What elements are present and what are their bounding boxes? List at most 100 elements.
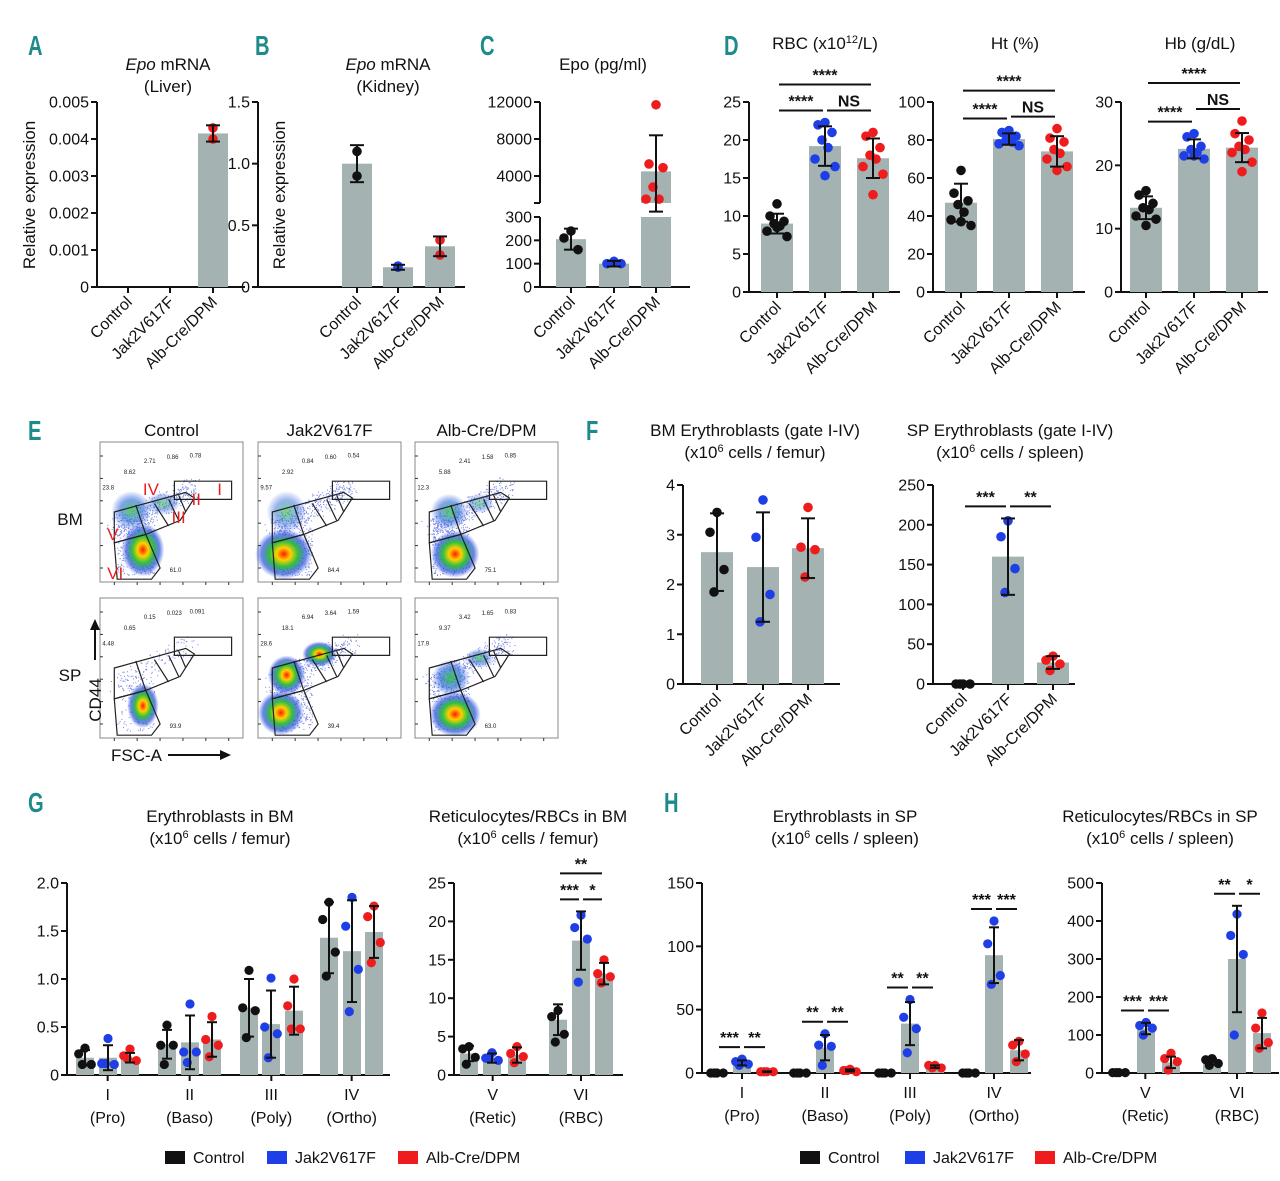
- data-point: [814, 1040, 824, 1050]
- significance-label: ****: [997, 74, 1023, 91]
- data-point: [861, 131, 871, 141]
- gate-i: [173, 636, 233, 657]
- y-tick-label: 2: [666, 577, 675, 594]
- chart-h2: 0 100 200 300 400 500 Reticulocytes/RBCs in SP…: [1062, 807, 1279, 1125]
- gate-percentage: 39.4: [328, 724, 340, 730]
- y-tick-label: 0.005: [49, 95, 89, 112]
- data-point: [266, 973, 276, 983]
- chart-subtitle: (x106 cells / spleen): [936, 443, 1084, 462]
- data-point: [644, 159, 654, 169]
- gate-label: I: [217, 480, 222, 499]
- y-tick-label: 100: [898, 95, 925, 112]
- data-point: [1247, 157, 1257, 167]
- chart-subtitle: (x106 cells / spleen): [771, 829, 919, 848]
- x-category-label: VI: [573, 1087, 588, 1104]
- x-category-sublabel: (Pro): [724, 1108, 760, 1125]
- data-point: [801, 1068, 811, 1078]
- x-category-label: Control: [920, 299, 968, 347]
- data-point: [1059, 137, 1069, 147]
- y-tick-label: 8000: [496, 131, 532, 148]
- data-point: [826, 1041, 836, 1051]
- y-tick-label: 300: [505, 210, 532, 227]
- chart-title-part: BM Erythroblasts (gate I-IV): [650, 421, 860, 440]
- chart-title-part: Erythroblasts in SP: [773, 807, 918, 826]
- gate-percentage: 93.9: [170, 724, 182, 730]
- y-tick-label: 150: [898, 557, 925, 574]
- chart-title: BM Erythroblasts (gate I-IV): [650, 421, 860, 440]
- data-point: [125, 1044, 135, 1054]
- data-point: [743, 1059, 753, 1069]
- data-point: [86, 1059, 96, 1070]
- gate-divider: [153, 659, 170, 683]
- data-point: [719, 564, 729, 575]
- y-tick-label: 0: [666, 677, 675, 694]
- y-tick-label: 1.5: [37, 924, 59, 941]
- gate-percentage: 0.091: [190, 609, 206, 615]
- legend-swatch: [800, 1151, 820, 1164]
- gate-percentage: 1.59: [348, 609, 360, 615]
- gate-percentage: 2.41: [459, 459, 471, 465]
- density-cluster: [255, 528, 313, 580]
- gate-percentage: 28.6: [260, 642, 272, 648]
- data-point: [1052, 123, 1062, 134]
- gate-divider: [178, 494, 187, 513]
- legend-swatch: [1035, 1151, 1055, 1164]
- gate-divider: [311, 659, 328, 683]
- data-point: [658, 162, 668, 173]
- bar: [599, 263, 629, 287]
- significance-label: NS: [1207, 92, 1230, 109]
- density-cluster: [430, 493, 468, 531]
- x-category-sublabel: (Poly): [250, 1110, 292, 1127]
- bar: [240, 1007, 258, 1075]
- data-point: [518, 1051, 528, 1062]
- data-point: [547, 1012, 557, 1022]
- gate-percentage: 1.58: [482, 455, 494, 461]
- data-point: [758, 495, 768, 505]
- chart-title-part: 12: [846, 34, 858, 46]
- data-point: [1244, 135, 1254, 145]
- data-point: [827, 127, 837, 138]
- y-tick-label: 25: [723, 95, 741, 112]
- flow-plot-sp-0: 0.15 0.023 0.091 0.65 4.48 93.9: [99, 597, 244, 741]
- data-point: [605, 972, 615, 982]
- data-point: [162, 1020, 172, 1030]
- y-tick-label: 150: [667, 876, 694, 893]
- scatter-events: [264, 481, 358, 576]
- data-point: [842, 1065, 852, 1076]
- gate-percentage: 1.65: [482, 611, 494, 617]
- y-tick-label: 5: [437, 1029, 446, 1046]
- data-point: [272, 1029, 282, 1039]
- bar: [383, 267, 413, 287]
- data-point: [1263, 1038, 1273, 1048]
- data-point: [1120, 1068, 1130, 1078]
- gate-percentage: 0.60: [325, 455, 337, 461]
- chart-subtitle: (Kidney): [356, 77, 419, 96]
- y-tick-label: 0: [732, 285, 741, 302]
- y-tick-label: 2.0: [37, 876, 59, 893]
- data-point: [550, 1037, 560, 1047]
- y-tick-label: 200: [1067, 990, 1094, 1007]
- gate-divider: [468, 503, 485, 527]
- gate-divider: [468, 659, 485, 683]
- flow-plot-sp-1: 6.94 3.64 1.59 18.1 28.6 39.4: [257, 597, 402, 741]
- data-point: [244, 965, 254, 975]
- data-point: [772, 199, 782, 209]
- y-tick-label: 80: [907, 133, 925, 150]
- y-tick-label: 30: [1095, 95, 1113, 112]
- chart-f1: 0 1 2 3 4 BM Erythroblasts (gate I-IV) (x106 c…: [650, 421, 860, 769]
- data-point: [1237, 116, 1247, 126]
- significance-label: NS: [1022, 100, 1045, 117]
- data-point: [1213, 1058, 1223, 1069]
- gate-percentage: 0.86: [167, 455, 179, 461]
- chart-subtitle-part: (x10: [457, 829, 490, 848]
- gate-percentage: 4.48: [102, 642, 114, 648]
- data-point: [470, 1052, 480, 1062]
- gate-divider: [326, 499, 338, 521]
- x-category-label: II: [821, 1085, 830, 1102]
- chart-title-part: Ht (%): [991, 34, 1039, 53]
- data-point: [363, 912, 373, 922]
- y-tick-label: 25: [428, 876, 446, 893]
- chart-title-part: Reticulocytes/RBCs in SP: [1062, 807, 1258, 826]
